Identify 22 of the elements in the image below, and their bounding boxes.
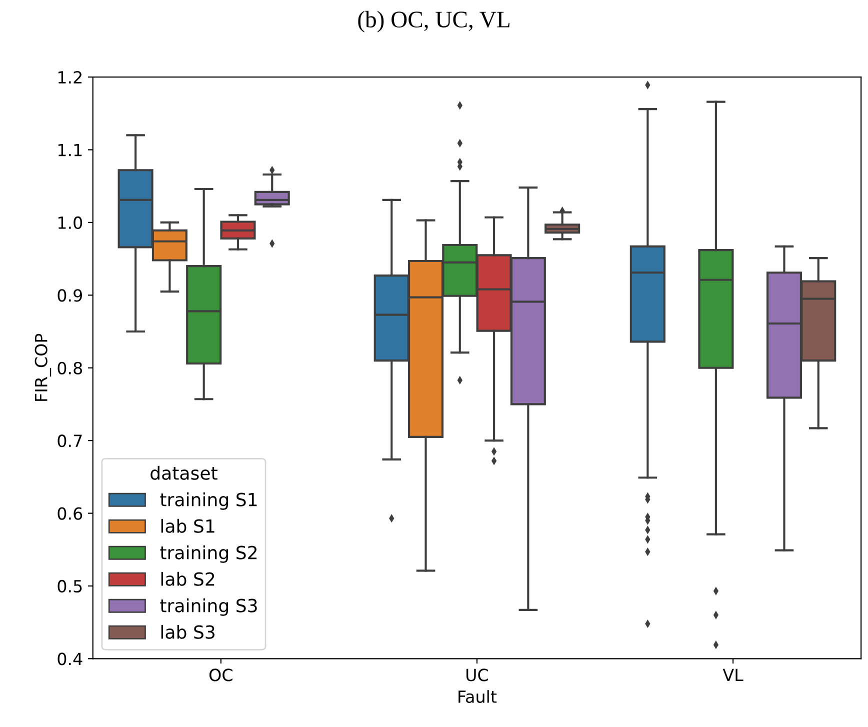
y-tick-label: 0.4 — [58, 652, 82, 666]
y-tick-label: 0.9 — [58, 289, 82, 302]
y-tick-label: 0.5 — [58, 580, 82, 593]
legend-label: lab S3 — [161, 624, 214, 639]
legend-label: lab S1 — [161, 518, 214, 533]
y-tick-label: 0.7 — [58, 434, 82, 448]
legend-label: training S1 — [160, 492, 257, 510]
y-tick-label: 0.6 — [58, 507, 82, 520]
chart-title: (b) OC, UC, VL — [358, 10, 510, 32]
y-axis-title: FIR_COP — [34, 334, 52, 401]
x-tick-label: UC — [466, 668, 488, 682]
y-tick-label: 1.0 — [58, 216, 82, 230]
legend-label: training S2 — [160, 545, 257, 563]
x-tick-label: OC — [209, 668, 232, 682]
legend-label: lab S2 — [161, 572, 214, 586]
legend-label: training S3 — [160, 598, 257, 616]
x-axis-title: Fault — [458, 690, 497, 703]
y-tick-label: 0.8 — [58, 362, 82, 374]
y-tick-label: 1.2 — [58, 71, 82, 84]
y-tick-label: 1.1 — [58, 144, 82, 156]
legend-title: dataset — [150, 466, 218, 480]
x-tick-label: VL — [722, 668, 744, 682]
